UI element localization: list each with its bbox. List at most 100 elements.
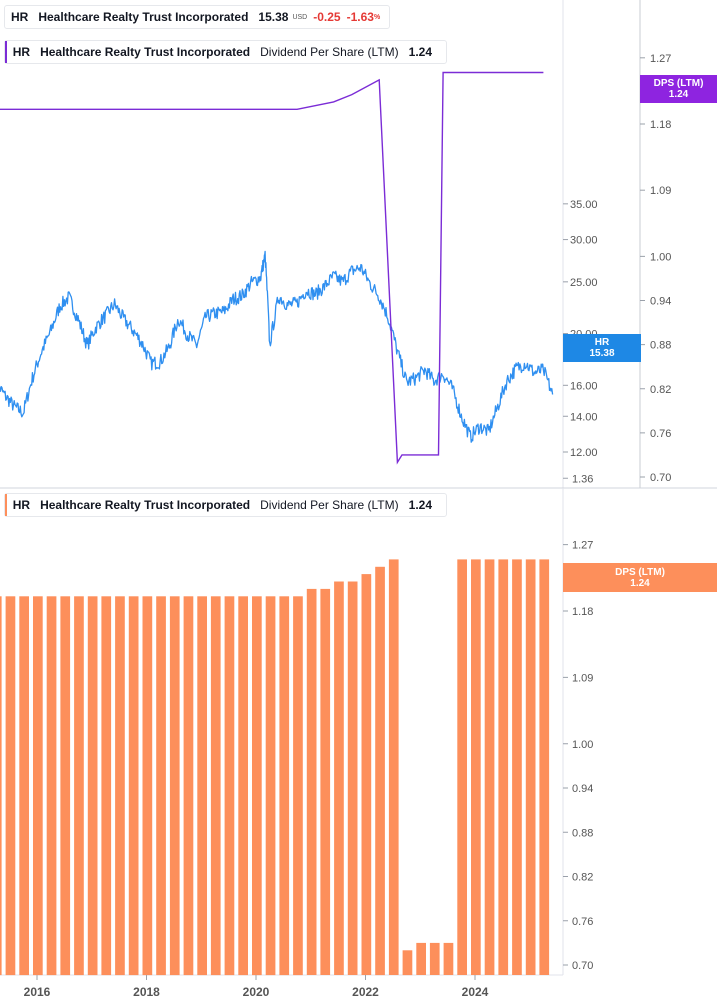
legend-price: HR Healthcare Realty Trust Incorporated … bbox=[4, 5, 390, 29]
bars-tick-label: 0.88 bbox=[572, 827, 593, 839]
legend-price-change-pct: -1.63 bbox=[346, 10, 374, 24]
dps-tick-label: 0.94 bbox=[650, 296, 671, 308]
bars-tick-label: 1.09 bbox=[572, 672, 593, 684]
dps-bar bbox=[33, 596, 43, 976]
dps-last-tag: DPS (LTM) 1.24 bbox=[640, 75, 717, 103]
dps-tick-label: 0.88 bbox=[650, 340, 671, 352]
dps-bar bbox=[388, 559, 399, 975]
dps-bar bbox=[457, 559, 467, 975]
bars-tick-label: 0.76 bbox=[572, 916, 593, 928]
bars-tick-label: 1.27 bbox=[572, 540, 593, 552]
dps-tick-label: 1.18 bbox=[650, 119, 671, 131]
legend-dps-swatch bbox=[5, 41, 7, 63]
price-tick-label: 35.00 bbox=[570, 199, 598, 211]
dps-bar bbox=[293, 596, 303, 976]
legend-dps: HR Healthcare Realty Trust Incorporated … bbox=[4, 40, 447, 64]
dps-bar bbox=[0, 596, 2, 976]
dps-bar bbox=[402, 950, 413, 976]
legend-dps-name: Healthcare Realty Trust Incorporated bbox=[40, 45, 251, 59]
dps-bar bbox=[115, 596, 125, 976]
dps-bar bbox=[169, 596, 180, 976]
dps-tick-label: 1.27 bbox=[650, 53, 671, 65]
bars-tick-label: 0.70 bbox=[572, 960, 593, 972]
dps-bar bbox=[471, 559, 481, 975]
legend-price-value: 15.38 bbox=[258, 10, 289, 24]
legend-price-name: Healthcare Realty Trust Incorporated bbox=[38, 10, 249, 24]
dps-tag-label: DPS (LTM) bbox=[653, 78, 704, 89]
dps-bar bbox=[46, 596, 57, 976]
bars-tag-value: 1.24 bbox=[630, 577, 650, 589]
bars-tick-label: 1.36 bbox=[572, 473, 593, 485]
dps-bar bbox=[224, 596, 235, 976]
legend-bars-metric: Dividend Per Share (LTM) bbox=[260, 498, 399, 512]
legend-bars-ticker: HR bbox=[12, 498, 31, 512]
price-tag-value: 15.38 bbox=[589, 348, 615, 359]
dps-tick-label: 0.70 bbox=[650, 472, 671, 484]
dps-bar bbox=[210, 596, 221, 976]
price-last-tag: HR 15.38 bbox=[563, 334, 641, 362]
dps-bar bbox=[74, 596, 84, 976]
dps-bar bbox=[128, 596, 139, 976]
dps-bar bbox=[429, 942, 440, 975]
dps-bar bbox=[101, 596, 112, 976]
time-tick-label: 2020 bbox=[243, 985, 270, 999]
dps-bar bbox=[361, 574, 372, 975]
dps-bar bbox=[183, 596, 194, 976]
dps-tick-label: 1.09 bbox=[650, 185, 671, 197]
time-tick-label: 2016 bbox=[24, 985, 51, 999]
bars-tick-label: 1.00 bbox=[572, 739, 593, 751]
dps-bar bbox=[539, 559, 550, 975]
legend-bars-name: Healthcare Realty Trust Incorporated bbox=[40, 498, 251, 512]
dps-bar bbox=[498, 559, 509, 975]
dps-bar bbox=[87, 596, 98, 976]
dps-bar bbox=[443, 942, 454, 975]
legend-bars-value: 1.24 bbox=[408, 498, 432, 512]
dps-tick-label: 0.76 bbox=[650, 428, 671, 440]
legend-dps-ticker: HR bbox=[12, 45, 31, 59]
dps-bar bbox=[197, 596, 207, 976]
dps-bar bbox=[5, 596, 16, 976]
dps-bar bbox=[19, 596, 29, 976]
dps-bar bbox=[416, 942, 426, 975]
price-tag-label: HR bbox=[594, 337, 610, 348]
dps-bar bbox=[279, 596, 290, 976]
legend-price-currency: USD bbox=[292, 13, 308, 21]
time-tick-label: 2024 bbox=[462, 985, 489, 999]
bars-tick-label: 0.94 bbox=[572, 783, 593, 795]
dps-bar bbox=[252, 596, 262, 976]
dps-tick-label: 1.00 bbox=[650, 251, 671, 263]
dps-bar bbox=[320, 588, 331, 975]
bars-tick-label: 1.18 bbox=[572, 606, 593, 618]
dps-bar bbox=[306, 588, 317, 975]
legend-price-ticker: HR bbox=[11, 10, 29, 24]
legend-price-change: -0.25 bbox=[313, 10, 341, 24]
time-tick-label: 2022 bbox=[352, 985, 379, 999]
dps-line bbox=[0, 71, 544, 465]
dps-bar bbox=[60, 596, 71, 976]
price-line bbox=[0, 250, 554, 443]
legend-dps-value: 1.24 bbox=[408, 45, 432, 59]
dps-bar bbox=[265, 596, 276, 976]
dps-bar bbox=[484, 559, 495, 975]
bars-tag-label: DPS (LTM) bbox=[615, 566, 665, 578]
dps-bar bbox=[512, 559, 522, 975]
time-tick-label: 2018 bbox=[133, 985, 160, 999]
dps-bar bbox=[375, 566, 385, 976]
price-tick-label: 30.00 bbox=[570, 235, 598, 247]
legend-bars: HR Healthcare Realty Trust Incorporated … bbox=[4, 493, 447, 517]
dps-bar bbox=[334, 581, 344, 975]
price-tick-label: 25.00 bbox=[570, 277, 598, 289]
price-tick-label: 14.00 bbox=[570, 411, 598, 423]
price-tick-label: 16.00 bbox=[570, 380, 598, 392]
dps-tick-label: 0.82 bbox=[650, 384, 671, 396]
legend-dps-metric: Dividend Per Share (LTM) bbox=[260, 45, 399, 59]
dps-bar bbox=[156, 596, 166, 976]
legend-bars-swatch bbox=[5, 494, 7, 516]
dps-bar bbox=[347, 581, 358, 975]
dps-bar bbox=[525, 559, 536, 975]
dps-bar bbox=[142, 596, 153, 976]
bars-last-tag: DPS (LTM) 1.24 bbox=[563, 563, 717, 592]
price-tick-label: 12.00 bbox=[570, 447, 598, 459]
legend-price-pct-sign: % bbox=[373, 13, 381, 21]
